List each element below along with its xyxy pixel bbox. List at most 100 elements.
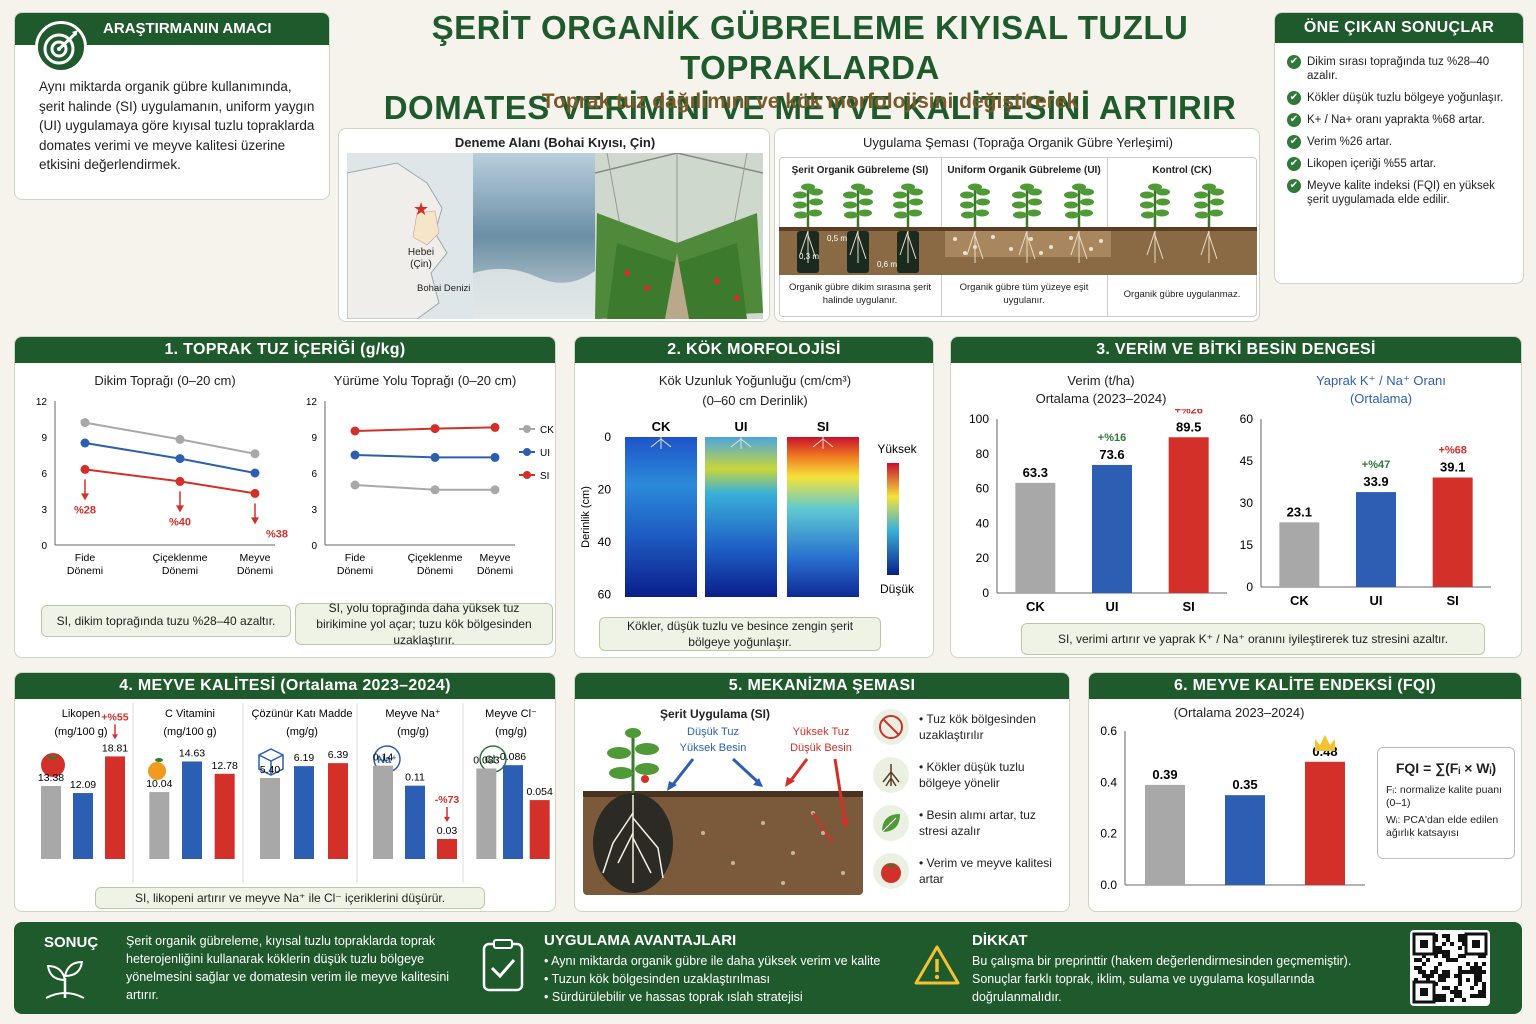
fqi-f-def: Fᵢ: normalize kalite puanı (0–1) <box>1386 784 1503 809</box>
qr-code-icon[interactable] <box>1410 930 1490 1006</box>
bar-ck <box>373 765 393 859</box>
scheme-si-caption: Organik gübre dikim sırasına şerit halin… <box>788 282 932 306</box>
y-tick-label: 60 <box>976 482 990 496</box>
bar-value-label: 0.054 <box>527 786 553 798</box>
group-unit: (mg/g) <box>495 726 527 738</box>
fqi-formula-box: FQI = ∑(Fᵢ × Wᵢ) Fᵢ: normalize kalite pu… <box>1377 747 1515 859</box>
data-point <box>80 438 90 448</box>
y-tick-label: 40 <box>976 516 990 530</box>
x-tick-label: CK <box>1290 593 1309 608</box>
bar-value-label: 0.39 <box>1152 767 1177 782</box>
crown-icon <box>1315 735 1335 751</box>
bar-value-label: 0.14 <box>373 752 394 764</box>
result-item: ✔ Meyve kalite indeksi (FQI) en yüksek şe… <box>1287 179 1519 207</box>
bar-value-label: 10.04 <box>146 778 172 790</box>
bar-ui <box>405 785 425 859</box>
bar-value-label: 6.19 <box>294 752 315 764</box>
y-tick-label: 0 <box>982 586 989 600</box>
note-left: SI, dikim toprağında tuzu %28–40 azaltır… <box>41 605 291 637</box>
scale-high-label: Yüksek <box>877 442 917 456</box>
bar-value-label: 0.03 <box>437 825 458 837</box>
bar-ck <box>1279 522 1320 587</box>
series-line-ui <box>354 454 495 459</box>
result-item: ✔ Verim %26 artar. <box>1287 135 1519 149</box>
mechanism-item: • Tuz kök bölgesinden uzaklaştırılır <box>873 703 1063 751</box>
y-tick-label: 9 <box>41 433 47 444</box>
y-tick-label: 0 <box>1246 580 1253 594</box>
x-tick-label: Fide Dönemi <box>337 552 373 577</box>
check-icon: ✔ <box>1287 55 1301 69</box>
site-images: ★ Hebei (Çin) Bohai Denizi <box>347 153 763 319</box>
group-unit: (mg/g) <box>286 726 318 738</box>
map-label: Hebei (Çin) <box>408 247 434 270</box>
series-line-si <box>354 426 496 432</box>
target-icon <box>35 21 87 73</box>
depth-tick-label: 0 <box>604 430 611 444</box>
root-title-1: Kök Uzunluk Yoğunluğu (cm/cm³) <box>658 373 852 388</box>
chart-title-left: Dikim Toprağı (0–20 cm) <box>94 373 236 388</box>
blue-label-2: Yüksek Besin <box>680 742 747 754</box>
y-tick-label: 0 <box>311 541 317 552</box>
x-tick-label: SI <box>1447 593 1459 608</box>
data-point <box>490 422 500 432</box>
dim-2: 0,3 m <box>799 252 819 261</box>
plant-icon <box>1140 183 1170 263</box>
page-title: ŞERİT ORGANİK GÜBRELEME KIYISAL TUZLU TO… <box>383 9 1237 126</box>
bar-ck <box>41 786 61 859</box>
mechanism-item: • Kökler düşük tuzlu bölgeye yönelir <box>873 751 1063 799</box>
data-point <box>80 418 90 428</box>
heatmap-ui <box>705 437 777 597</box>
data-point <box>175 476 185 486</box>
scheme-diagram: 0,5 m 0,3 m 0,6 m <box>779 183 1257 275</box>
orange-icon <box>148 762 166 780</box>
fqi-header: 6. MEYVE KALİTE ENDEKSİ (FQI) <box>1089 673 1521 699</box>
conclusion-text: Şerit organik gübreleme, kıyısal tuzlu t… <box>126 934 450 1002</box>
check-icon: ✔ <box>1287 135 1301 149</box>
percent-change-label: +%55 <box>101 711 128 723</box>
y-tick-label: 9 <box>311 433 317 444</box>
x-tick-label: SI <box>1183 599 1195 614</box>
bar-value-label: 6.39 <box>328 749 349 761</box>
red-label-2: Düşük Besin <box>790 742 852 754</box>
data-point <box>430 424 440 434</box>
data-point <box>250 468 260 478</box>
y-tick-label: 3 <box>311 505 317 516</box>
plant-icons <box>793 183 1224 263</box>
results-card: ÖNE ÇIKAN SONUÇLAR ✔ Dikim sırası toprağı… <box>1274 12 1524 284</box>
tomato-icon <box>873 853 909 889</box>
group-title: Meyve Na⁺ <box>385 708 441 720</box>
mechanism-item: • Besin alımı artar, tuz stresi azalır <box>873 799 1063 847</box>
series-line-si <box>84 468 256 495</box>
caution-heading: DİKKAT <box>972 932 1028 949</box>
color-scale <box>887 463 899 575</box>
group-title: Likopen <box>62 708 101 720</box>
root-icon <box>730 437 752 449</box>
bar-ck <box>1145 784 1185 885</box>
bar-value-label: 89.5 <box>1176 419 1201 434</box>
roots-icon <box>873 757 909 793</box>
results-header: ÖNE ÇIKAN SONUÇLAR <box>1275 13 1523 43</box>
data-point <box>350 450 360 460</box>
plant-icon <box>1064 183 1094 263</box>
percent-change-label: -%73 <box>435 794 460 806</box>
series-line-ck <box>354 484 495 491</box>
data-point <box>490 485 500 495</box>
aim-text: Aynı miktarda organik gübre kullanımında… <box>39 79 315 172</box>
yield-title-2: Ortalama (2023–2024) <box>1035 391 1167 406</box>
depth-tick-label: 20 <box>598 483 612 497</box>
bar-value-label: 13.38 <box>38 772 64 784</box>
reduction-label: %28 <box>74 504 96 516</box>
y-tick-label: 0 <box>41 541 47 552</box>
data-point <box>350 480 360 490</box>
yield-note: SI, verimi artırır ve yaprak K⁺ / Na⁺ or… <box>1021 623 1485 655</box>
bar-si <box>105 756 125 859</box>
yield-header: 3. VERİM VE BİTKİ BESİN DENGESİ <box>951 337 1521 363</box>
check-icon: ✔ <box>1287 113 1301 127</box>
group-unit: (mg/100 g) <box>54 726 107 738</box>
depth-tick-label: 40 <box>598 535 612 549</box>
percent-change-label: +%47 <box>1362 459 1390 471</box>
scheme-ck-name: Kontrol (CK) <box>1152 165 1212 176</box>
mechanism-diagram: Düşük Tuz Yüksek Besin Yüksek Tuz Düşük … <box>583 726 863 895</box>
data-point <box>250 449 260 459</box>
y-tick-label: 15 <box>1240 538 1254 552</box>
